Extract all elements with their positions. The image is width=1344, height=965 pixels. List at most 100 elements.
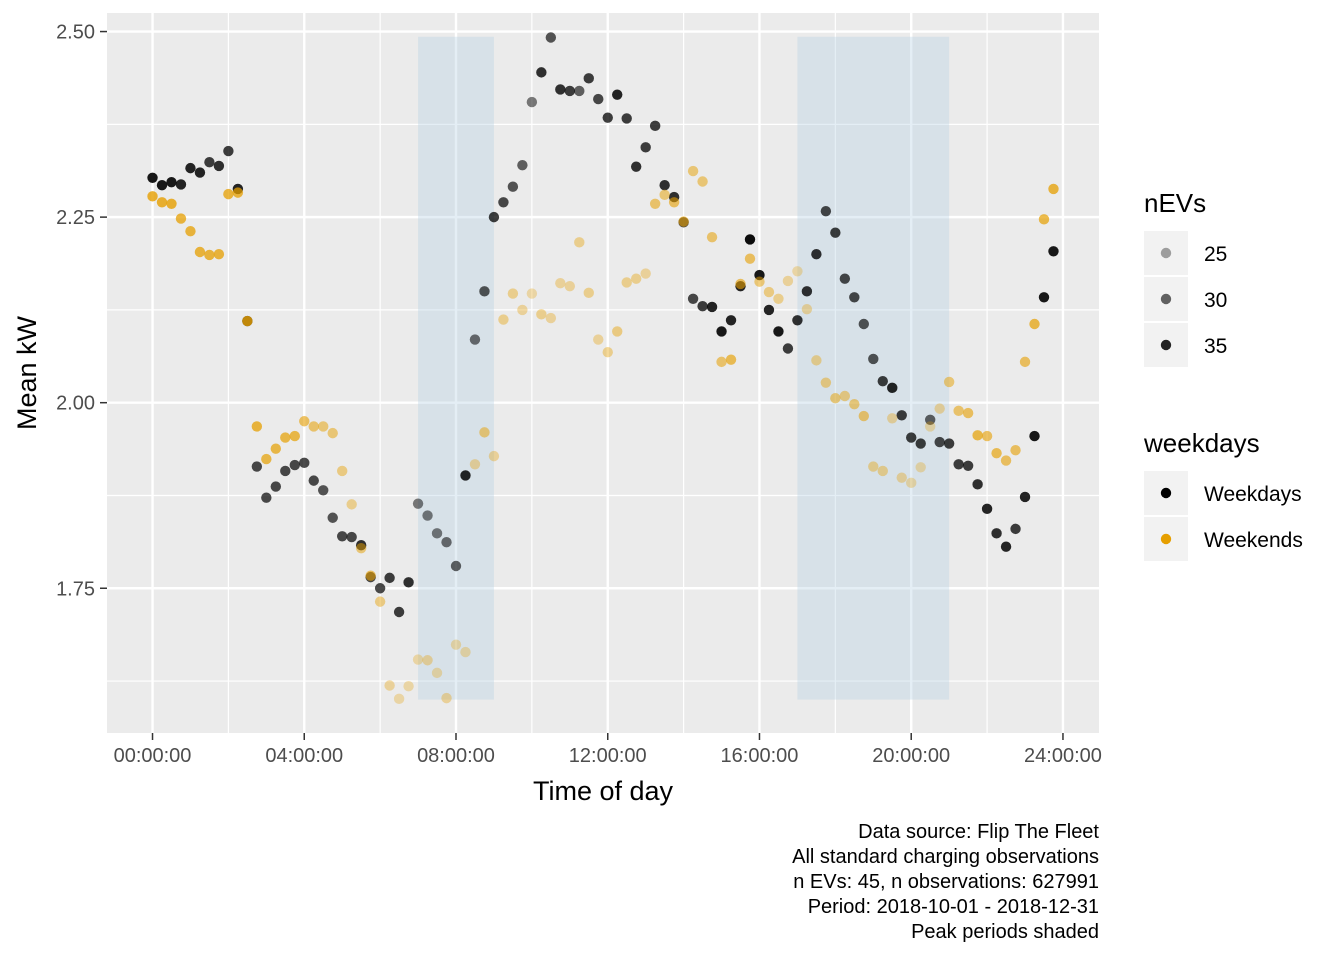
weekday-point: [536, 67, 547, 78]
weekday-point: [649, 120, 661, 132]
weekend-point: [175, 213, 187, 224]
weekend-point: [621, 277, 632, 288]
x-tick-label: 00:00:00: [114, 745, 192, 767]
weekday-point: [849, 292, 860, 303]
weekend-point: [962, 407, 974, 419]
weekend-point: [659, 189, 670, 201]
caption-line: Peak periods shaded: [911, 921, 1099, 943]
weekday-point: [612, 89, 623, 100]
legend-title-weekdays: weekdays: [1143, 428, 1260, 458]
caption: Data source: Flip The Fleet All standard …: [792, 821, 1099, 943]
legend-key-dot: [1160, 293, 1172, 305]
weekend-point: [678, 216, 689, 227]
weekday-point: [773, 326, 784, 337]
weekday-point: [839, 273, 851, 284]
weekday-point: [706, 301, 718, 313]
weekend-point: [526, 288, 538, 299]
weekday-point: [479, 286, 490, 297]
weekday-point: [763, 304, 775, 316]
weekend-point: [469, 459, 481, 470]
weekend-point: [972, 430, 983, 441]
weekend-point: [450, 639, 462, 650]
weekday-point: [441, 537, 452, 548]
weekend-point: [365, 570, 376, 581]
weekday-point: [1038, 292, 1050, 303]
weekday-point: [716, 326, 727, 337]
caption-line: Period: 2018-10-01 - 2018-12-31: [808, 896, 1099, 918]
weekend-point: [754, 276, 765, 287]
weekend-point: [147, 191, 158, 202]
x-tick-label: 16:00:00: [721, 745, 799, 767]
weekend-point: [687, 165, 699, 177]
weekday-point: [962, 460, 974, 471]
weekday-point: [659, 180, 670, 191]
weekend-point: [280, 432, 291, 443]
legend-label: 30: [1204, 289, 1227, 312]
y-axis-title: Mean kW: [12, 315, 42, 430]
weekday-point: [934, 436, 945, 448]
weekday-point: [507, 181, 519, 192]
weekday-point: [204, 156, 215, 168]
weekday-point: [289, 459, 300, 471]
weekend-point: [858, 410, 870, 422]
weekend-point: [924, 421, 936, 432]
weekday-point: [906, 432, 917, 443]
weekend-point: [355, 542, 367, 554]
weekday-point: [346, 531, 357, 543]
weekend-point: [896, 472, 907, 483]
weekday-point: [924, 414, 936, 425]
weekday-point: [488, 211, 500, 223]
weekend-point: [346, 499, 357, 510]
weekday-point: [336, 531, 348, 542]
weekend-point: [498, 314, 509, 325]
weekday-point: [555, 84, 566, 95]
weekday-point: [725, 315, 737, 326]
weekend-point: [185, 226, 196, 237]
weekday-point: [156, 180, 168, 191]
weekend-point: [156, 197, 168, 208]
weekday-point: [1000, 541, 1012, 552]
weekend-point: [782, 275, 794, 287]
weekend-point: [906, 477, 917, 489]
weekday-point: [640, 142, 651, 153]
weekend-point: [830, 393, 841, 404]
weekday-point: [194, 167, 206, 178]
weekday-point: [270, 481, 282, 492]
weekday-point: [820, 205, 832, 217]
weekend-point: [630, 273, 642, 284]
weekend-point: [318, 421, 329, 432]
caption-line: Data source: Flip The Fleet: [858, 821, 1099, 843]
weekend-point: [327, 427, 338, 439]
weekend-point: [725, 354, 737, 365]
weekend-point: [849, 398, 860, 410]
weekday-point: [280, 465, 291, 477]
weekend-point: [308, 421, 319, 432]
weekend-point: [555, 277, 566, 289]
weekday-point: [1019, 491, 1031, 503]
weekend-point: [336, 465, 348, 477]
weekday-point: [384, 572, 395, 584]
y-tick-label: 1.75: [56, 578, 95, 600]
weekday-point: [545, 32, 557, 43]
x-axis-title: Time of day: [533, 776, 674, 806]
weekday-point: [621, 113, 632, 124]
weekday-point: [868, 353, 879, 365]
weekday-point: [431, 528, 443, 539]
major-gridlines: [107, 13, 1099, 733]
weekday-point: [1048, 246, 1059, 257]
legend-key-dot: [1160, 247, 1172, 259]
weekday-point: [327, 512, 338, 523]
weekday-point: [630, 161, 642, 172]
weekday-point: [251, 461, 263, 472]
weekend-point: [612, 326, 623, 337]
weekend-point: [166, 198, 177, 209]
x-tick-label: 04:00:00: [265, 745, 343, 767]
weekend-point: [545, 312, 557, 324]
weekend-point: [773, 293, 784, 304]
plot-panel: [107, 13, 1099, 733]
weekday-point: [811, 249, 822, 260]
weekend-point: [412, 654, 424, 665]
weekend-point: [431, 667, 443, 679]
weekend-point: [251, 421, 263, 432]
weekday-point: [943, 438, 955, 449]
